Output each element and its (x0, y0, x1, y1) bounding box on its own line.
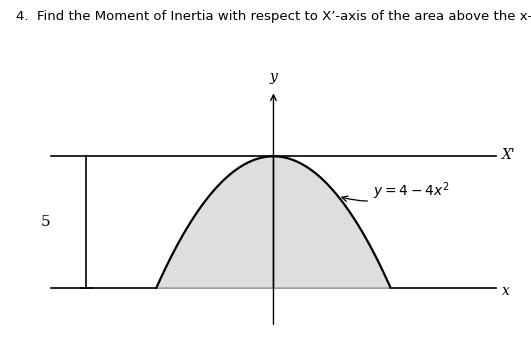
Text: 4.  Find the Moment of Inertia with respect to X’-axis of the area above the x-a: 4. Find the Moment of Inertia with respe… (16, 10, 531, 23)
Text: X': X' (502, 148, 516, 162)
Text: 5: 5 (40, 215, 50, 229)
Text: y: y (270, 70, 277, 84)
Text: x: x (502, 284, 510, 298)
Text: $y = 4 - 4x^2$: $y = 4 - 4x^2$ (342, 180, 449, 202)
